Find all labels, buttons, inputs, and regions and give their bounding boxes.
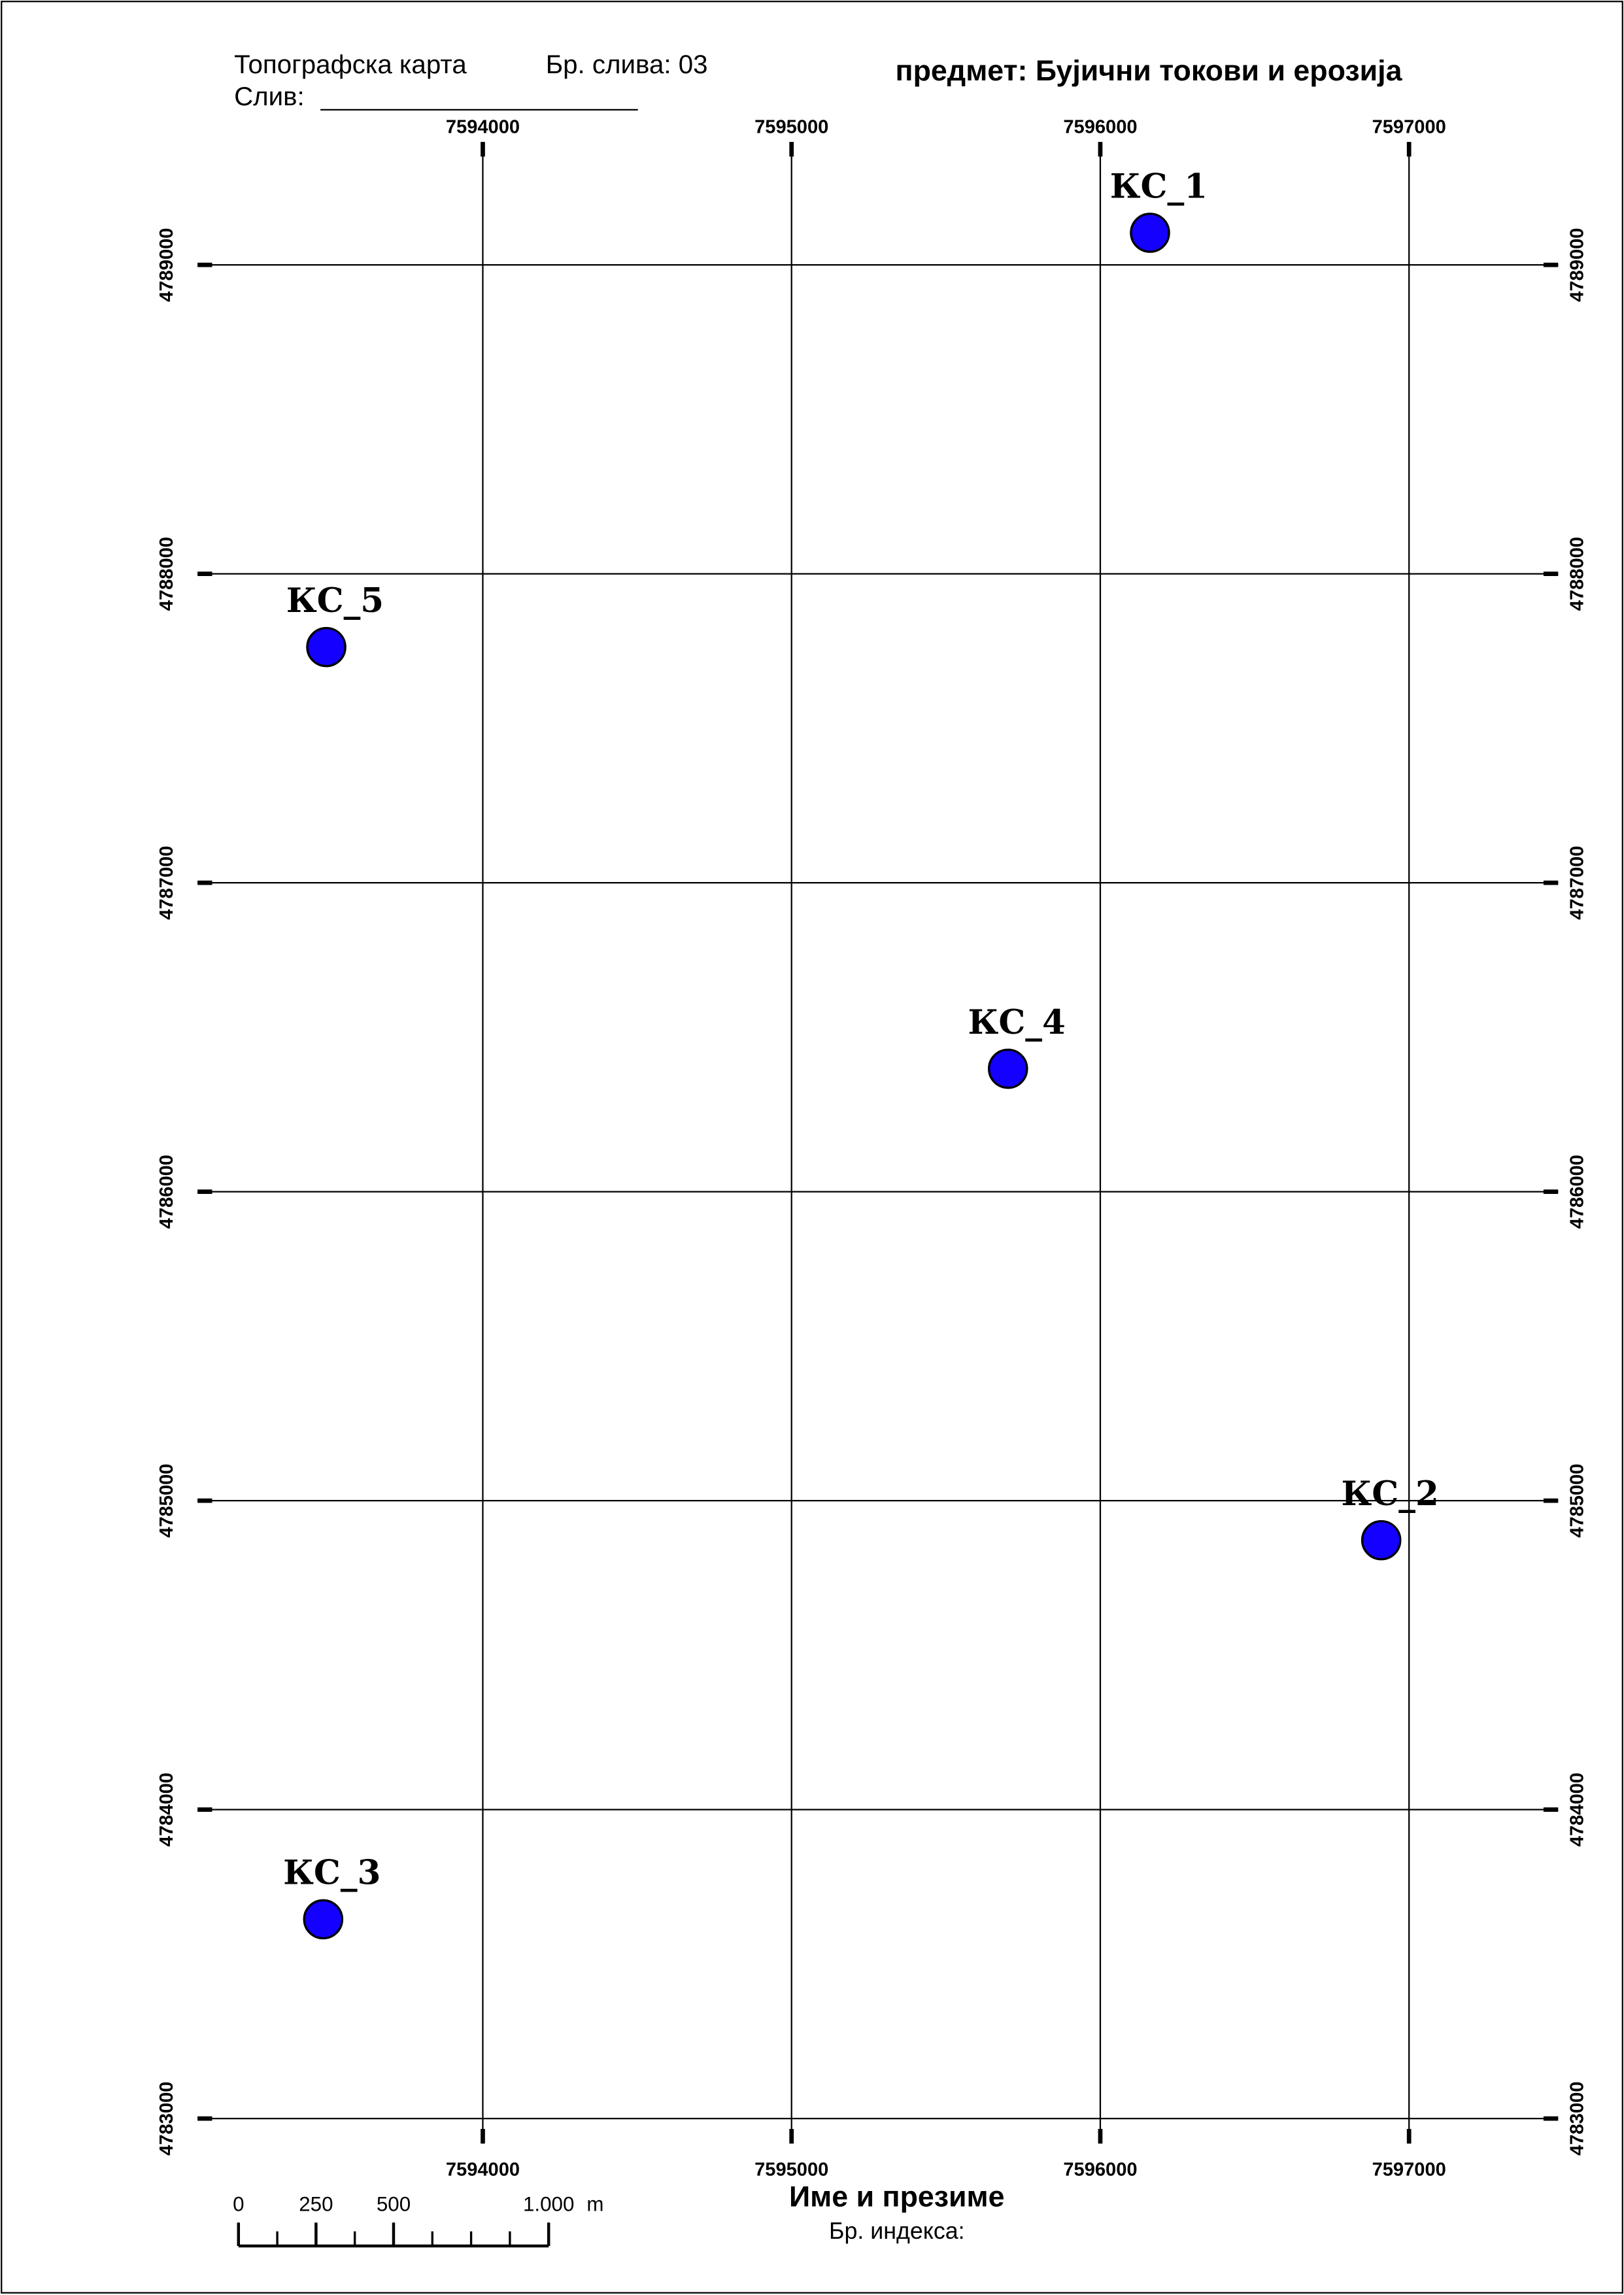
x-tick-label: 7597000 bbox=[1372, 117, 1446, 138]
y-tick-label: 4786000 bbox=[1566, 1155, 1587, 1229]
x-tick-label: 7595000 bbox=[754, 2160, 828, 2181]
basin-number: Бр. слива: 03 bbox=[546, 50, 708, 79]
x-tick-label: 7596000 bbox=[1063, 2160, 1137, 2181]
x-tick-label: 7594000 bbox=[446, 2160, 520, 2181]
student-index: Бр. индекса: bbox=[829, 2218, 965, 2244]
y-tick-label: 4785000 bbox=[156, 1464, 177, 1538]
station-label: КС_3 bbox=[283, 1854, 381, 1893]
y-tick-label: 4784000 bbox=[156, 1773, 177, 1846]
station-point bbox=[1361, 1520, 1402, 1561]
x-tick-label: 7596000 bbox=[1063, 117, 1137, 138]
y-tick-label: 4789000 bbox=[156, 228, 177, 302]
station-point bbox=[306, 626, 347, 668]
map-type: Топографска карта bbox=[234, 50, 467, 79]
y-tick-label: 4787000 bbox=[1566, 846, 1587, 920]
station-label: КС_4 bbox=[968, 1003, 1066, 1042]
scale-bar-unit: m bbox=[586, 2192, 603, 2215]
y-tick-label: 4788000 bbox=[1566, 537, 1587, 611]
x-tick-label: 7594000 bbox=[446, 117, 520, 138]
station-label: КС_1 bbox=[1110, 167, 1208, 206]
scale-bar-label: 0 bbox=[233, 2192, 244, 2215]
subject-title: предмет: Бујични токови и ерозија bbox=[896, 54, 1403, 87]
x-tick-label: 7597000 bbox=[1372, 2160, 1446, 2181]
station-point bbox=[987, 1048, 1028, 1089]
student-name: Име и презиме bbox=[789, 2181, 1005, 2213]
basin-label: Слив: bbox=[234, 82, 305, 111]
x-tick-label: 7595000 bbox=[754, 117, 828, 138]
scale-bar-label: 1.000 bbox=[523, 2192, 574, 2215]
y-tick-label: 4788000 bbox=[156, 537, 177, 611]
scale-bar-label: 250 bbox=[299, 2192, 333, 2215]
station-point bbox=[303, 1899, 344, 1940]
station-label: КС_5 bbox=[286, 581, 384, 620]
y-tick-label: 4787000 bbox=[156, 846, 177, 920]
y-tick-label: 4786000 bbox=[156, 1155, 177, 1229]
station-label: КС_2 bbox=[1341, 1474, 1438, 1514]
y-tick-label: 4784000 bbox=[1566, 1773, 1587, 1846]
y-tick-label: 4789000 bbox=[1566, 228, 1587, 302]
y-tick-label: 4785000 bbox=[1566, 1464, 1587, 1538]
y-tick-label: 4783000 bbox=[1566, 2082, 1587, 2156]
scale-bar-label: 500 bbox=[377, 2192, 411, 2215]
y-tick-label: 4783000 bbox=[156, 2082, 177, 2156]
station-point bbox=[1130, 212, 1170, 253]
